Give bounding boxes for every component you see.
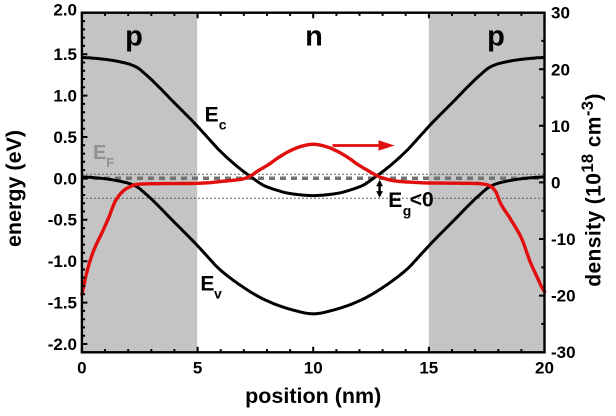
svg-text:15: 15	[419, 359, 438, 378]
svg-text:g: g	[403, 203, 412, 219]
svg-text:10: 10	[304, 359, 323, 378]
svg-text:n: n	[305, 20, 323, 52]
svg-text:E: E	[205, 103, 219, 126]
svg-text:1.0: 1.0	[53, 87, 77, 106]
svg-text:0: 0	[77, 359, 86, 378]
svg-text:density (1018 cm-3): density (1018 cm-3)	[579, 93, 606, 287]
svg-text:p: p	[125, 20, 143, 52]
svg-text:5: 5	[193, 359, 202, 378]
svg-text:20: 20	[551, 60, 570, 79]
svg-text:-20: -20	[551, 287, 576, 306]
svg-text:-1.5: -1.5	[48, 294, 77, 313]
svg-text:position (nm): position (nm)	[245, 384, 381, 408]
svg-text:F: F	[106, 155, 114, 170]
svg-text:2.0: 2.0	[53, 1, 77, 20]
svg-text:0: 0	[551, 173, 560, 192]
svg-text:20: 20	[535, 359, 554, 378]
svg-text:E: E	[200, 272, 214, 295]
svg-text:c: c	[219, 116, 227, 132]
svg-text:-30: -30	[551, 343, 576, 362]
svg-text:-1.0: -1.0	[48, 252, 77, 271]
svg-text:v: v	[214, 285, 222, 301]
svg-text:0.5: 0.5	[53, 128, 77, 147]
svg-text:E: E	[93, 142, 106, 164]
svg-text:-0.5: -0.5	[48, 211, 77, 230]
svg-text:-10: -10	[551, 230, 576, 249]
svg-text:energy (eV): energy (eV)	[2, 130, 26, 247]
svg-text:E: E	[388, 189, 402, 212]
svg-text:p: p	[487, 20, 505, 52]
svg-text:-2.0: -2.0	[48, 335, 77, 354]
svg-text:1.5: 1.5	[53, 45, 77, 64]
svg-text:<0: <0	[410, 189, 434, 212]
svg-text:0.0: 0.0	[53, 169, 77, 188]
svg-text:10: 10	[551, 117, 570, 136]
svg-text:30: 30	[551, 4, 570, 23]
